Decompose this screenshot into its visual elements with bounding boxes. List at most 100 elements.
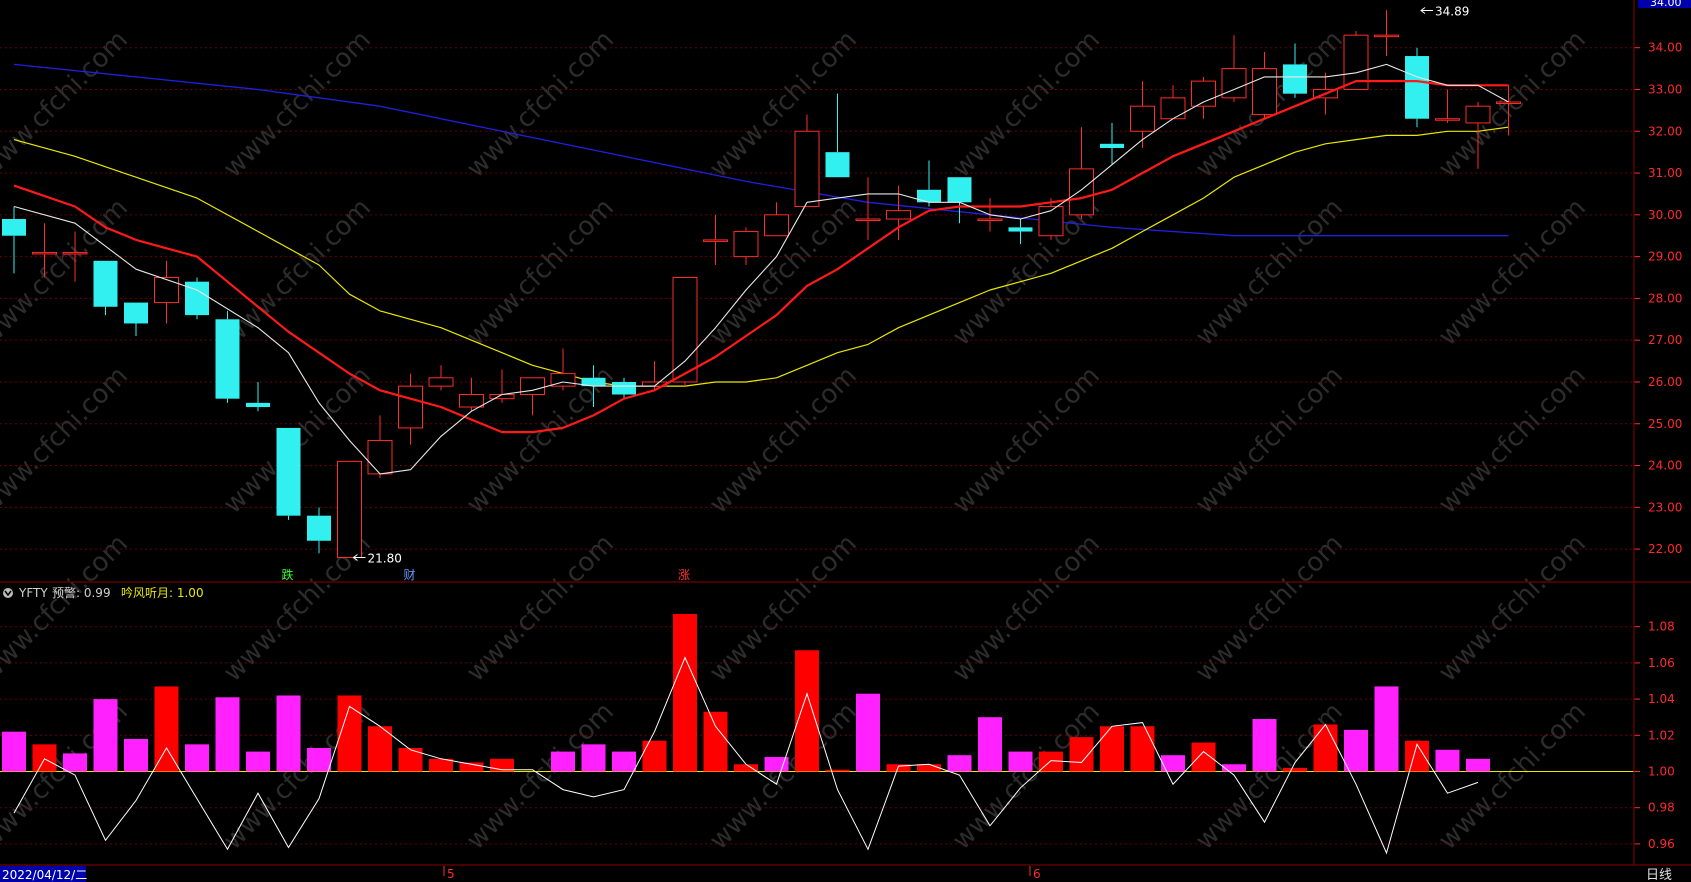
candle-body <box>246 402 270 408</box>
candle-body <box>825 152 850 178</box>
indicator-bar <box>429 758 453 772</box>
indicator-bar <box>1008 751 1033 772</box>
price-tick-label: 32.00 <box>1648 124 1682 138</box>
price-panel[interactable]: 21.80 34.89 <box>0 5 1634 566</box>
indicator-tick-label: 0.96 <box>1648 837 1675 851</box>
indicator-bar <box>459 762 484 772</box>
price-axis: 22.00 23.00 24.00 25.00 26.00 27.00 28.00 29.00… <box>1634 41 1682 556</box>
watermark-text: www.cfchi.com <box>0 529 134 688</box>
watermark-text: www.cfchi.com <box>0 25 134 184</box>
indicator-bar <box>276 695 301 772</box>
indicator-axis: 0.96 0.98 1.00 1.02 1.04 1.06 1.08 <box>1634 620 1675 851</box>
signal-label: 跌 <box>282 567 294 582</box>
candle-body <box>154 277 179 304</box>
candle-body <box>977 218 1003 222</box>
price-tick-label: 22.00 <box>1648 542 1682 556</box>
month-label-5: 5 <box>447 867 455 881</box>
indicator-tick-label: 1.02 <box>1648 728 1675 742</box>
watermark-text: www.cfchi.com <box>704 529 863 688</box>
candle-body <box>489 394 515 400</box>
candle-body <box>703 239 728 242</box>
signals-row: 跌财涨 <box>282 567 691 582</box>
candle-body <box>1283 64 1307 94</box>
indicator-bar <box>1466 758 1490 772</box>
candle-body <box>215 319 240 399</box>
candle-body <box>581 377 606 387</box>
indicator-bar <box>398 747 423 772</box>
ma60-polyline <box>13 63 1509 237</box>
indicator-bar <box>124 738 148 772</box>
watermark-text: www.cfchi.com <box>1190 529 1349 688</box>
watermark-text: www.cfchi.com <box>704 361 863 520</box>
indicator-warn-value: 预警: 0.99 <box>52 585 111 600</box>
indicator-bar <box>1100 726 1124 772</box>
indicator-bar <box>32 744 57 772</box>
candle-body <box>794 130 820 207</box>
indicator-tick-label: 1.04 <box>1648 692 1675 706</box>
watermark-text: www.cfchi.com <box>0 361 134 520</box>
indicator-bar <box>215 697 240 772</box>
candle-body <box>733 231 759 258</box>
indicator-line <box>13 656 1479 855</box>
candle-body <box>886 210 911 220</box>
signal-label: 财 <box>404 568 416 582</box>
price-annotations: 21.80 34.89 <box>352 5 1469 565</box>
indicator-name[interactable]: YFTY <box>18 586 48 600</box>
indicator-bar <box>1283 767 1307 772</box>
watermark-text: www.cfchi.com <box>947 697 1106 856</box>
indicator-tick-label: 1.06 <box>1648 656 1675 670</box>
price-tick-label: 25.00 <box>1648 417 1682 431</box>
top-right-value: 34.00 <box>1650 0 1682 9</box>
indicator-bar <box>1313 724 1338 772</box>
indicator-bar <box>947 755 972 772</box>
indicator-toggle-icon[interactable] <box>3 588 13 598</box>
candle-body <box>1435 118 1460 121</box>
watermark-text: www.cfchi.com <box>947 529 1106 688</box>
price-tick-label: 33.00 <box>1648 82 1682 96</box>
candle-body <box>947 177 972 203</box>
candle-body <box>1100 143 1124 148</box>
ma60-line <box>13 63 1509 237</box>
indicator-bar <box>1191 742 1216 772</box>
indicator-tick-label: 1.08 <box>1648 620 1675 634</box>
annotation-label: 34.89 <box>1435 5 1469 19</box>
watermark-text: www.cfchi.com <box>218 25 377 184</box>
candle-body <box>1374 34 1399 38</box>
price-tick-label: 30.00 <box>1648 208 1682 222</box>
price-tick-label: 24.00 <box>1648 459 1682 473</box>
candle-body <box>1130 105 1155 132</box>
indicator-bar <box>246 751 270 772</box>
candles <box>2 10 1521 558</box>
ma5-line <box>13 63 1509 475</box>
watermark-text: www.cfchi.com <box>461 697 620 856</box>
candle-body <box>1405 56 1429 119</box>
candle-body <box>520 377 545 396</box>
indicator-panel[interactable] <box>0 614 1634 855</box>
candle-body <box>917 189 941 203</box>
ma5-polyline <box>13 63 1509 475</box>
indicator-bars <box>2 614 1490 772</box>
indicator-bar <box>1252 719 1277 772</box>
candle-body <box>1008 227 1033 232</box>
watermark-text: www.cfchi.com <box>947 361 1106 520</box>
watermark-text: www.cfchi.com <box>1433 193 1592 352</box>
annotation-arrow <box>1420 7 1433 14</box>
indicator-bar <box>642 740 667 772</box>
candle-body <box>1252 68 1277 116</box>
indicator-bar <box>795 650 819 772</box>
candle-body <box>398 385 423 429</box>
indicator-bar <box>703 711 728 772</box>
candle-body <box>764 214 789 237</box>
candle-body <box>1496 101 1521 105</box>
annotation-label: 21.80 <box>368 551 402 565</box>
indicator-bar <box>734 764 758 772</box>
indicator-bar <box>63 753 87 772</box>
period-button[interactable]: 日线 <box>1646 868 1672 882</box>
date-axis: 2022/04/12/二 5 6 日线 <box>0 864 1691 882</box>
watermark-text: www.cfchi.com <box>461 25 620 184</box>
candle-body <box>307 515 331 541</box>
watermark-text: www.cfchi.com <box>461 529 620 688</box>
candle-body <box>855 218 881 222</box>
indicator-bar <box>856 693 880 772</box>
indicator-bar <box>1435 749 1460 772</box>
